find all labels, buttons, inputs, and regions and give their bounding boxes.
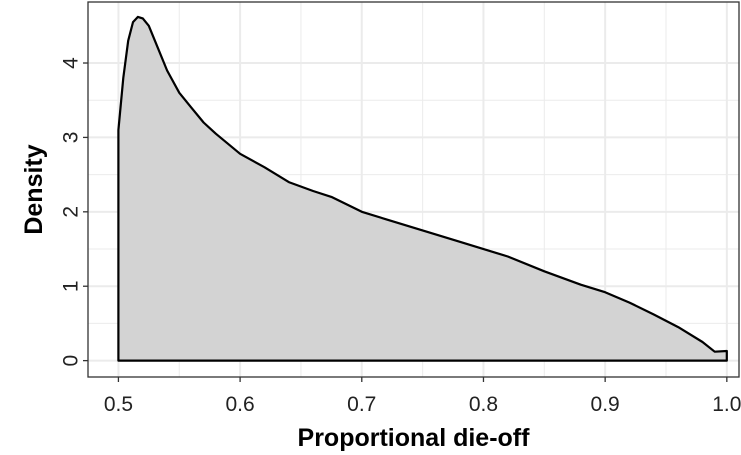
x-tick-label: 0.5 xyxy=(104,393,133,416)
y-tick-label: 3 xyxy=(60,132,83,144)
x-axis: 0.5 0.6 0.7 0.8 0.9 1.0 xyxy=(104,377,741,416)
plot-border xyxy=(87,1,740,378)
y-tick-label: 0 xyxy=(60,355,83,367)
x-tick-label: 0.9 xyxy=(591,393,620,416)
y-axis: 0 1 2 3 4 xyxy=(60,57,88,367)
x-tick-label: 0.7 xyxy=(347,393,376,416)
x-axis-title: Proportional die-off xyxy=(298,424,531,452)
density-area xyxy=(117,15,728,362)
x-tick-label: 0.8 xyxy=(469,393,498,416)
y-tick-label: 2 xyxy=(60,206,83,218)
y-tick-label: 1 xyxy=(60,280,83,292)
x-tick-label: 0.6 xyxy=(226,393,255,416)
y-axis-title: Density xyxy=(20,144,48,234)
x-tick-label: 1.0 xyxy=(712,393,741,416)
y-tick-label: 4 xyxy=(60,57,83,69)
